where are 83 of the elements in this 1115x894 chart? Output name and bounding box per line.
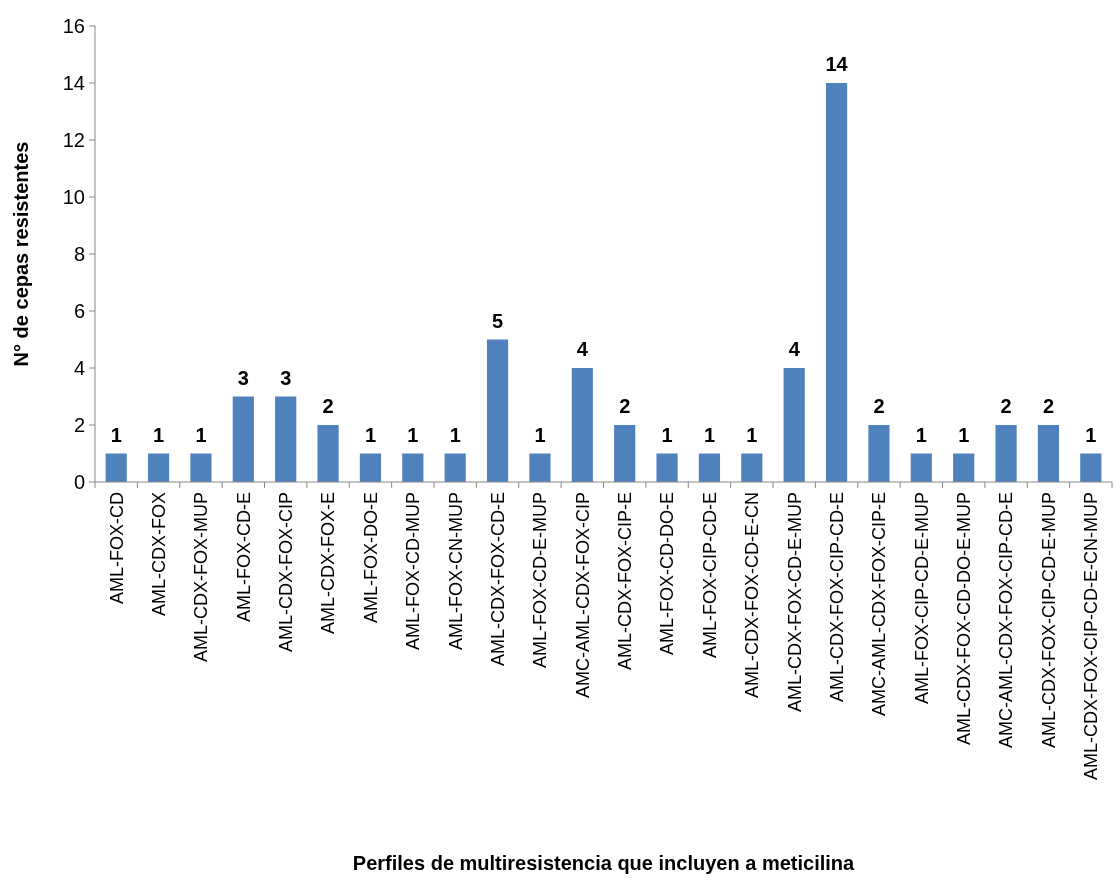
data-label: 1	[407, 423, 419, 446]
bar	[953, 453, 975, 482]
data-label: 1	[153, 423, 165, 446]
data-label: 1	[534, 423, 546, 446]
x-tick-label: AML-FOX-CIP-CD-E	[699, 492, 720, 658]
data-label: 2	[322, 395, 334, 417]
x-tick-label: AML-CDX-FOX-CD-E-CN	[742, 492, 763, 698]
y-tick-label: 0	[73, 471, 85, 493]
x-tick-label: AML-CDX-FOX-CIP-CD-E-MUP	[1038, 492, 1059, 748]
bar	[275, 396, 297, 482]
y-tick-label: 4	[73, 357, 85, 379]
data-label: 3	[280, 366, 292, 389]
x-tick-label: AML-FOX-DO-E	[360, 492, 381, 624]
data-label: 1	[1085, 423, 1097, 446]
y-axis-title: N° de cepas resistentes	[10, 141, 32, 367]
bar	[444, 453, 466, 482]
x-tick-label: AML-CDX-FOX-CIP	[275, 492, 296, 653]
x-axis-title: Perfiles de multiresistencia que incluyen a meticilina	[352, 852, 856, 874]
bar	[529, 453, 551, 482]
data-label: 1	[915, 423, 927, 446]
data-label: 14	[825, 53, 849, 75]
data-label: 1	[364, 423, 376, 446]
x-tick-label: AMC-AML-CDX-FOX-CIP-E	[869, 492, 890, 716]
x-tick-label: AMC-AML-CDX-FOX-CIP	[572, 492, 593, 698]
x-tick-label: AML-CDX-FOX-CIP-CD-E	[826, 492, 847, 702]
bar	[1080, 453, 1102, 482]
y-tick-label: 6	[73, 300, 85, 322]
bar	[486, 339, 509, 482]
bar	[190, 453, 212, 482]
bar	[147, 453, 170, 482]
data-label: 2	[1000, 395, 1012, 417]
bar	[783, 368, 805, 482]
y-tick-label: 8	[73, 243, 85, 265]
data-label: 2	[1042, 395, 1054, 417]
data-label: 1	[110, 423, 122, 446]
data-label: 1	[195, 423, 207, 446]
data-label: 2	[619, 395, 631, 417]
data-label: 1	[746, 423, 758, 446]
x-tick-label: AML-CDX-FOX-MUP	[191, 492, 212, 662]
x-tick-label: AML-CDX-FOX-CIP-E	[614, 492, 635, 671]
x-tick-label: AML-FOX-CD-E-MUP	[530, 492, 551, 668]
bar	[995, 425, 1017, 482]
x-tick-label: AML-CDX-FOX-CD-DO-E-MUP	[953, 492, 974, 745]
y-tick-label: 12	[62, 129, 85, 151]
bar	[614, 425, 636, 482]
x-tick-label: AML-FOX-CD-E	[233, 492, 254, 622]
bar	[359, 453, 382, 482]
x-tick-label: AML-FOX-CIP-CD-E-MUP	[911, 492, 932, 704]
y-tick-label: 10	[62, 186, 85, 208]
data-label: 1	[661, 423, 673, 446]
bar	[741, 453, 763, 482]
bar	[656, 453, 678, 482]
bar	[1037, 425, 1060, 482]
data-label: 1	[703, 423, 715, 446]
x-tick-label: AML-CDX-FOX-CIP-CD-E-CN-MUP	[1081, 492, 1102, 780]
data-label: 5	[492, 309, 504, 332]
x-tick-label: AML-FOX-CN-MUP	[445, 492, 466, 650]
bar	[868, 425, 890, 482]
data-label: 1	[958, 423, 970, 446]
x-tick-label: AMC-AML-CDX-FOX-CIP-CD-E	[996, 492, 1017, 748]
x-tick-label: AML-CDX-FOX-E	[318, 492, 339, 635]
data-label: 1	[449, 423, 461, 446]
data-label: 4	[788, 338, 801, 360]
bar	[232, 396, 254, 482]
bar	[825, 83, 848, 482]
x-tick-label: AML-CDX-FOX-CD-E-MUP	[784, 492, 805, 712]
x-tick-label: AML-FOX-CD-DO-E	[657, 492, 678, 655]
y-tick-label: 16	[62, 15, 85, 37]
x-tick-label: AML-FOX-CD-MUP	[403, 492, 424, 650]
x-tick-label: AML-CDX-FOX-CD-E	[487, 492, 508, 666]
x-tick-label: AML-FOX-CD	[106, 492, 127, 604]
bar	[910, 453, 932, 482]
data-label: 4	[576, 338, 589, 360]
data-label: 2	[873, 395, 885, 417]
y-tick-label: 2	[73, 414, 85, 436]
y-tick-label: 14	[62, 72, 85, 94]
bar	[105, 453, 127, 482]
data-label: 3	[237, 366, 249, 389]
bar	[698, 453, 721, 482]
bar	[402, 453, 424, 482]
x-tick-label: AML-CDX-FOX	[148, 492, 169, 617]
bar	[571, 368, 593, 482]
bar	[317, 425, 339, 482]
